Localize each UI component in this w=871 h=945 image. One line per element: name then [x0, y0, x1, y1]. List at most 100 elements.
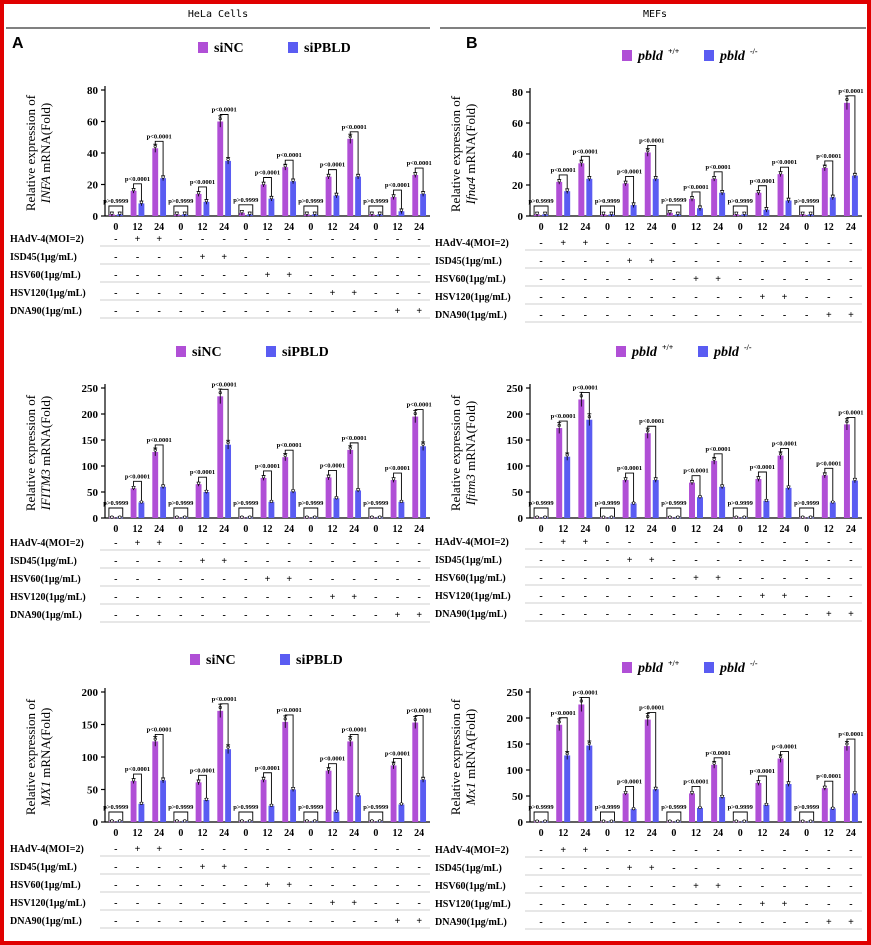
treatment-minus: -: [396, 556, 399, 567]
significance-bracket: [154, 733, 164, 779]
treatment-minus: -: [222, 916, 225, 927]
treatment-minus: -: [157, 288, 160, 299]
p-value-label: p<0.0001: [551, 167, 576, 174]
treatment-plus: +: [826, 609, 832, 620]
significance-bracket: [846, 95, 856, 174]
treatment-minus: -: [244, 916, 247, 927]
y-tick-label: 100: [82, 461, 99, 473]
bar-siPBLD: [420, 446, 427, 518]
treatment-minus: -: [396, 270, 399, 281]
treatment-minus: -: [287, 916, 290, 927]
treatment-minus: -: [114, 252, 117, 263]
legend-swatch-knockdown: [266, 346, 276, 357]
significance-bracket: [533, 507, 549, 517]
treatment-minus: -: [827, 537, 830, 548]
bar-siNC: [325, 477, 332, 518]
p-value-label: p>0.9999: [595, 198, 621, 205]
significance-bracket: [691, 785, 701, 806]
bar-pbld-/-: [829, 808, 836, 822]
bar-siNC: [130, 190, 137, 216]
treatment-minus: -: [114, 592, 117, 603]
treatment-plus: +: [649, 256, 655, 267]
timepoint-label: 24: [284, 222, 294, 233]
legend-swatch-control: [176, 346, 186, 357]
p-value-label: p<0.0001: [816, 153, 841, 160]
p-value-label: p<0.0001: [683, 468, 708, 475]
treatment-plus: +: [416, 306, 422, 317]
treatment-plus: +: [649, 863, 655, 874]
p-value-label: p>0.9999: [794, 198, 820, 205]
treatment-minus: -: [244, 574, 247, 585]
bar-pbld-/-: [564, 191, 571, 216]
significance-bracket: [349, 442, 359, 489]
treatment-minus: -: [849, 591, 852, 602]
treatment-minus: -: [417, 862, 420, 873]
treatment-minus: -: [222, 880, 225, 891]
bar-pbld+/+: [578, 399, 585, 518]
treatment-minus: -: [562, 256, 565, 267]
data-point: [801, 211, 805, 215]
timepoint-label: 0: [373, 524, 378, 535]
p-value-label: p<0.0001: [407, 402, 432, 409]
legend-sup-control: +/+: [668, 659, 680, 668]
data-point: [334, 809, 339, 813]
treatment-minus: -: [331, 844, 334, 855]
treatment-minus: -: [222, 592, 225, 603]
p-value-label: p>0.9999: [363, 198, 389, 205]
legend-sup-knockdown: -/-: [750, 47, 758, 56]
y-axis-suffix: mRNA(Fold): [463, 104, 478, 177]
panel-letter-a: A: [12, 35, 24, 52]
significance-bracket: [173, 507, 189, 517]
treatment-minus: -: [157, 306, 160, 317]
significance-bracket: [198, 186, 207, 200]
treatment-minus: -: [287, 288, 290, 299]
p-value-label: p>0.9999: [661, 500, 687, 507]
bar-siNC: [260, 779, 267, 822]
treatment-plus: +: [156, 844, 162, 855]
treatment-plus: +: [286, 270, 292, 281]
data-point: [668, 210, 672, 214]
p-value-label: p<0.0001: [838, 731, 863, 738]
treatment-plus: +: [782, 292, 788, 303]
treatment-minus: -: [805, 881, 808, 892]
treatment-label: DNA90(1μg/mL): [10, 306, 82, 317]
treatment-minus: -: [805, 609, 808, 620]
timepoint-label: 12: [625, 222, 635, 233]
y-tick-label: 0: [518, 513, 524, 525]
treatment-minus: -: [539, 863, 542, 874]
treatment-minus: -: [539, 537, 542, 548]
timepoint-label: 24: [284, 524, 294, 535]
significance-bracket: [580, 155, 590, 177]
data-point: [118, 819, 122, 823]
treatment-minus: -: [539, 238, 542, 249]
timepoint-label: 12: [133, 828, 143, 839]
bar-siPBLD: [268, 805, 275, 822]
p-value-label: p>0.9999: [595, 804, 621, 811]
y-axis-label-line2: MX1 mRNA(Fold): [38, 708, 53, 808]
treatment-minus: -: [761, 573, 764, 584]
y-tick-label: 60: [512, 118, 524, 130]
treatment-minus: -: [739, 899, 742, 910]
treatment-minus: -: [761, 274, 764, 285]
treatment-minus: -: [694, 292, 697, 303]
bar-pbld+/+: [622, 480, 629, 518]
data-point: [601, 819, 606, 823]
data-point: [631, 807, 636, 811]
treatment-plus: +: [351, 898, 357, 909]
bar-siNC: [412, 175, 419, 216]
treatment-minus: -: [374, 916, 377, 927]
treatment-minus: -: [650, 881, 653, 892]
legend-swatch-knockdown: [288, 42, 298, 53]
bar-siNC: [217, 121, 224, 216]
treatment-minus: -: [805, 899, 808, 910]
significance-bracket: [691, 475, 701, 496]
p-value-label: p<0.0001: [683, 778, 708, 785]
treatment-minus: -: [287, 306, 290, 317]
treatment-minus: -: [827, 863, 830, 874]
bar-pbld-/-: [586, 178, 593, 216]
timepoint-label: 0: [243, 222, 248, 233]
treatment-plus: +: [760, 292, 766, 303]
treatment-minus: -: [606, 881, 609, 892]
treatment-label: HSV120(1μg/mL): [10, 898, 86, 909]
